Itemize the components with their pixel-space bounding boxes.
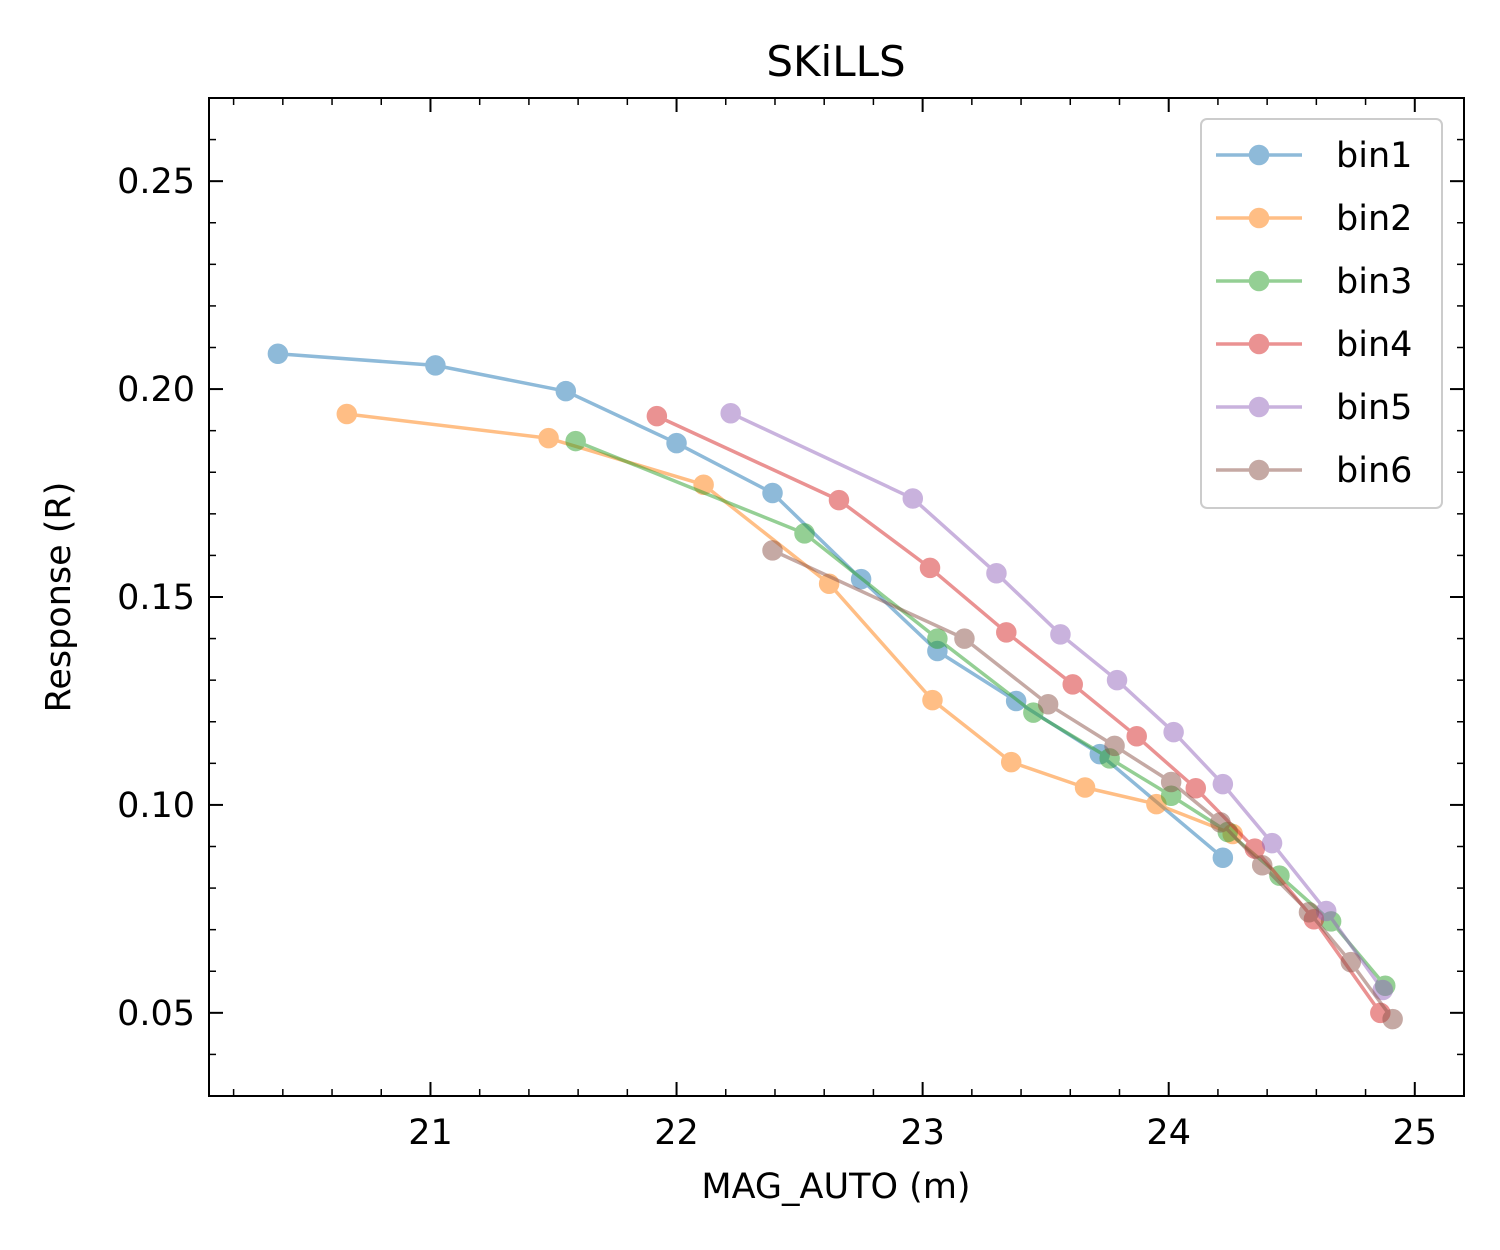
data-point-bin6 (1382, 1008, 1403, 1030)
data-point-bin6 (762, 540, 783, 561)
x-tick-label: 23 (900, 1113, 945, 1153)
series-layer (267, 343, 1403, 1030)
data-point-bin2 (336, 403, 358, 425)
data-point-bin3 (794, 523, 815, 544)
legend-label: bin3 (1336, 262, 1412, 302)
data-point-bin5 (1050, 624, 1071, 645)
x-axis-title: MAG_AUTO (m) (701, 1167, 970, 1207)
legend-entry-bin2: bin2 (1216, 199, 1412, 239)
legend-swatch (1216, 207, 1302, 229)
data-point-bin4 (919, 557, 941, 579)
x-tick-label: 25 (1393, 1113, 1438, 1153)
y-tick-label: 0.05 (117, 994, 195, 1034)
data-point-bin2 (1000, 751, 1022, 773)
x-tick-label: 21 (408, 1113, 453, 1153)
data-point-bin2 (538, 427, 559, 449)
legend-entry-bin6: bin6 (1216, 451, 1412, 491)
data-point-bin1 (762, 482, 783, 504)
data-point-bin6 (1160, 771, 1182, 793)
plot-frame (208, 97, 1465, 1097)
data-point-bin5 (1106, 669, 1128, 691)
data-point-bin4 (1062, 674, 1083, 695)
data-point-bin6 (1210, 812, 1231, 833)
legend-swatch (1216, 396, 1302, 418)
legend-entry-bin5: bin5 (1216, 388, 1412, 428)
legend-entry-bin3: bin3 (1216, 262, 1412, 302)
data-point-bin6 (1037, 694, 1059, 715)
legend-label: bin5 (1336, 388, 1412, 428)
legend-box (1200, 118, 1443, 509)
legend-swatch (1216, 459, 1302, 481)
data-point-bin4 (1126, 726, 1147, 747)
data-point-bin6 (1251, 854, 1273, 876)
legend-label: bin1 (1336, 136, 1412, 176)
data-point-bin4 (996, 622, 1017, 643)
x-tick-label: 24 (1146, 1113, 1191, 1153)
legend-marker (1248, 144, 1270, 166)
series-bin6 (762, 540, 1403, 1030)
legend-label: bin4 (1336, 325, 1412, 365)
legend-label: bin6 (1336, 451, 1412, 491)
series-line-bin3 (575, 439, 1387, 987)
y-tick-label: 0.15 (117, 578, 195, 618)
chart-title: SKiLLS (766, 37, 905, 86)
data-point-bin5 (1315, 900, 1337, 922)
x-tick-label: 22 (654, 1113, 699, 1153)
data-point-bin5 (720, 402, 741, 424)
y-tick-label: 0.20 (117, 370, 195, 410)
legend-swatch (1216, 270, 1302, 292)
data-point-bin5 (1163, 721, 1184, 743)
data-point-bin1 (555, 380, 577, 402)
data-point-bin4 (1185, 778, 1207, 799)
data-point-bin5 (986, 563, 1007, 584)
legend-entry-bin4: bin4 (1216, 325, 1412, 365)
data-point-bin5 (1212, 773, 1234, 795)
series-line-bin6 (771, 548, 1395, 1021)
legend-entry-bin1: bin1 (1216, 136, 1412, 176)
legend-marker (1248, 333, 1270, 355)
tick-labels: 21 22 23 24 25 0.05 0.10 0.15 0.20 0.25 (117, 162, 1437, 1153)
series-line-bin5 (729, 411, 1385, 992)
data-point-bin4 (646, 405, 668, 427)
data-point-bin4 (828, 489, 850, 511)
legend-swatch (1216, 144, 1302, 166)
y-axis-title: Response (R) (39, 482, 79, 713)
legend-marker (1248, 459, 1270, 481)
legend-marker (1248, 396, 1270, 418)
legend-label: bin2 (1336, 199, 1412, 239)
data-point-bin3 (927, 628, 948, 649)
legend-marker (1248, 207, 1270, 229)
legend: bin1 bin2 bin3 bin4 bin5 bin6 (1200, 118, 1443, 509)
data-point-bin2 (1074, 777, 1096, 798)
data-point-bin2 (922, 689, 943, 711)
y-tick-label: 0.10 (117, 786, 195, 826)
legend-marker (1248, 270, 1270, 292)
data-point-bin4 (1244, 838, 1266, 859)
data-point-bin5 (1261, 832, 1283, 854)
data-point-bin3 (565, 430, 586, 452)
series-line-bin4 (656, 414, 1382, 1014)
data-point-bin1 (425, 355, 446, 376)
legend-swatch (1216, 333, 1302, 355)
data-point-bin5 (902, 488, 924, 509)
data-point-bin1 (666, 432, 687, 454)
data-point-bin1 (1212, 847, 1234, 868)
y-tick-label: 0.25 (117, 162, 195, 202)
data-point-bin1 (267, 343, 289, 364)
data-point-bin6 (1340, 951, 1362, 973)
data-point-bin6 (1298, 901, 1320, 923)
data-point-bin6 (1104, 735, 1125, 757)
series-bin5 (720, 402, 1394, 1001)
data-point-bin6 (954, 628, 975, 649)
data-point-bin5 (1372, 979, 1394, 1001)
